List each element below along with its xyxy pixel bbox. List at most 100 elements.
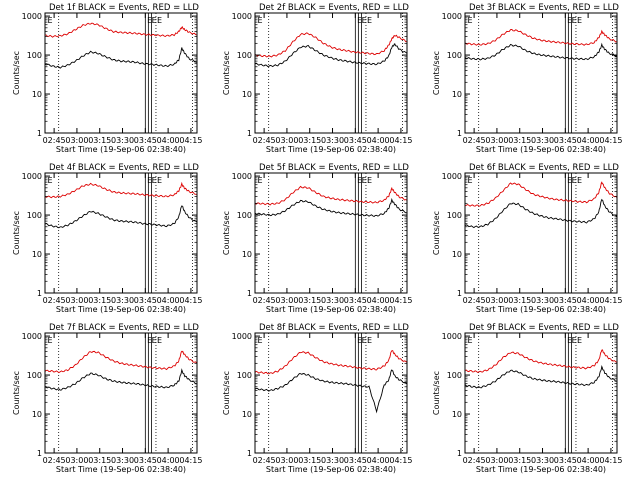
- region-marker: E: [362, 336, 367, 345]
- axis-frame: [254, 332, 408, 454]
- x-tick-label: 03:15: [508, 136, 531, 145]
- y-tick-label: 1: [457, 449, 462, 458]
- x-tick-label: 03:45: [344, 456, 367, 465]
- x-tick-label: 03:00: [275, 296, 298, 305]
- y-axis-label: Counts/sec: [432, 211, 441, 255]
- y-tick-label: 100: [237, 211, 252, 220]
- y-tick-label: 1: [247, 289, 252, 298]
- y-tick-label: 10: [452, 250, 462, 259]
- x-tick-label: 02:45: [463, 136, 486, 145]
- panel-7f: Det 7f BLACK = Events, RED = LLD 1 10 100 10…: [12, 323, 202, 474]
- region-marker: E: [468, 176, 473, 185]
- region-marker: E: [362, 16, 367, 25]
- x-tick-label: 03:15: [88, 296, 111, 305]
- series-events: [254, 43, 408, 68]
- y-tick-label: 1000: [442, 332, 462, 341]
- y-tick-label: 100: [447, 211, 462, 220]
- series-lld: [464, 181, 618, 207]
- y-tick-label: 100: [27, 51, 42, 60]
- y-tick-label: 1000: [22, 332, 42, 341]
- x-tick-label: 03:00: [65, 136, 88, 145]
- x-tick-label: 02:45: [43, 136, 66, 145]
- y-tick-label: 1: [37, 129, 42, 138]
- y-axis-label: Counts/sec: [222, 371, 231, 415]
- y-axis-label: Counts/sec: [12, 51, 21, 95]
- y-tick-label: 1: [247, 449, 252, 458]
- y-tick-label: 1000: [232, 172, 252, 181]
- x-tick-label: 03:45: [554, 136, 577, 145]
- panel-title: Det 4f BLACK = Events, RED = LLD: [49, 163, 199, 173]
- region-marker: E: [152, 16, 157, 25]
- x-tick-label: 04:00: [577, 296, 600, 305]
- x-tick-label: 03:30: [531, 136, 554, 145]
- x-tick-label: 02:45: [43, 456, 66, 465]
- y-tick-label: 1000: [442, 172, 462, 181]
- x-axis-label: Start Time (19-Sep-06 02:38:40): [476, 145, 606, 154]
- x-axis-label: Start Time (19-Sep-06 02:38:40): [266, 465, 396, 474]
- region-marker: E: [468, 16, 473, 25]
- y-tick-label: 1000: [442, 12, 462, 21]
- x-tick-label: 04:15: [179, 136, 202, 145]
- x-tick-label: 04:15: [389, 136, 412, 145]
- axis-frame: [464, 172, 618, 294]
- x-tick-label: 04:00: [577, 456, 600, 465]
- x-tick-label: 03:30: [111, 456, 134, 465]
- axis-frame: [44, 12, 198, 134]
- series-events: [464, 42, 618, 61]
- region-marker: E: [152, 176, 157, 185]
- y-axis-label: Counts/sec: [222, 211, 231, 255]
- region-marker: E: [157, 16, 162, 25]
- x-tick-label: 03:45: [344, 296, 367, 305]
- x-axis-label: Start Time (19-Sep-06 02:38:40): [266, 305, 396, 314]
- region-marker: E: [567, 16, 572, 25]
- region-marker: E: [48, 16, 53, 25]
- x-tick-label: 03:00: [275, 136, 298, 145]
- x-axis-label: Start Time (19-Sep-06 02:38:40): [56, 145, 186, 154]
- x-tick-label: 03:00: [275, 456, 298, 465]
- y-tick-label: 1: [457, 289, 462, 298]
- panel-8f: Det 8f BLACK = Events, RED = LLD 1 10 100 10…: [222, 323, 412, 474]
- x-tick-label: 03:15: [88, 456, 111, 465]
- series-events: [44, 368, 198, 391]
- panel-title: Det 7f BLACK = Events, RED = LLD: [49, 323, 199, 333]
- region-marker: E: [152, 336, 157, 345]
- x-tick-label: 04:00: [367, 456, 390, 465]
- region-marker: E: [567, 176, 572, 185]
- y-tick-label: 10: [32, 90, 42, 99]
- y-axis-label: Counts/sec: [432, 51, 441, 95]
- y-tick-label: 10: [242, 250, 252, 259]
- x-tick-label: 03:15: [88, 136, 111, 145]
- x-tick-label: 04:00: [367, 296, 390, 305]
- series-events: [44, 205, 198, 229]
- y-axis-label: Counts/sec: [12, 371, 21, 415]
- x-tick-label: 03:45: [134, 136, 157, 145]
- region-marker: E: [577, 16, 582, 25]
- series-lld: [44, 350, 198, 374]
- y-tick-label: 1: [457, 129, 462, 138]
- region-marker: E: [157, 336, 162, 345]
- region-marker: E: [258, 176, 263, 185]
- series-lld: [464, 29, 618, 46]
- panel-title: Det 5f BLACK = Events, RED = LLD: [259, 163, 409, 173]
- y-tick-label: 1: [37, 289, 42, 298]
- region-marker: E: [48, 336, 53, 345]
- x-tick-label: 03:30: [321, 296, 344, 305]
- x-tick-label: 03:00: [65, 456, 88, 465]
- x-tick-label: 03:15: [508, 296, 531, 305]
- region-marker: E: [577, 176, 582, 185]
- x-axis-label: Start Time (19-Sep-06 02:38:40): [56, 465, 186, 474]
- x-tick-label: 02:45: [463, 456, 486, 465]
- series-events: [464, 198, 618, 229]
- x-tick-label: 04:15: [599, 296, 622, 305]
- x-axis-label: Start Time (19-Sep-06 02:38:40): [56, 305, 186, 314]
- y-axis-label: Counts/sec: [222, 51, 231, 95]
- y-tick-label: 10: [32, 410, 42, 419]
- y-tick-label: 100: [27, 371, 42, 380]
- panel-5f: Det 5f BLACK = Events, RED = LLD 1 10 100 10…: [222, 163, 412, 314]
- region-marker: E: [48, 176, 53, 185]
- series-lld: [44, 22, 198, 38]
- x-tick-label: 03:00: [485, 296, 508, 305]
- panel-title: Det 9f BLACK = Events, RED = LLD: [469, 323, 619, 333]
- series-lld: [44, 181, 197, 199]
- x-tick-label: 03:15: [508, 456, 531, 465]
